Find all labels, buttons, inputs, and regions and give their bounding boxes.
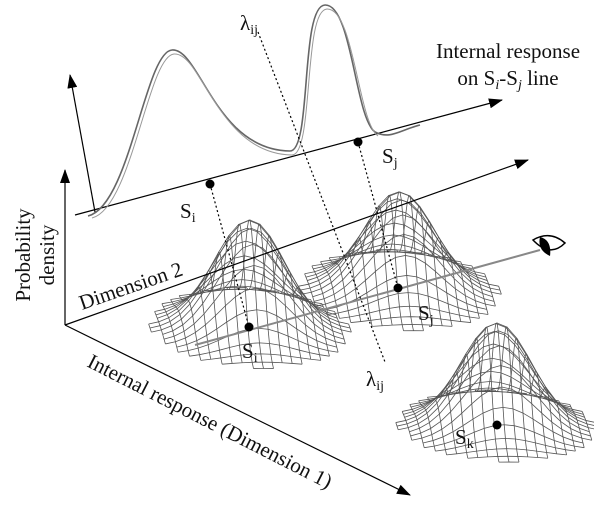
dimension2-label: Dimension 2 — [76, 257, 186, 315]
diagram: λij Internal response on Si-Sj line Sj S… — [0, 0, 594, 519]
upper-density-axis — [70, 75, 95, 212]
si-point — [206, 180, 215, 189]
dimension1-axis — [65, 325, 410, 495]
mesh-line — [162, 304, 178, 353]
lambda-label: λij — [366, 367, 384, 394]
mesh-line — [403, 344, 583, 414]
si-mean — [245, 323, 254, 332]
mesh-line — [179, 296, 201, 361]
dimension1-label: Internal response (Dimension 1) — [84, 349, 337, 494]
sk-mean — [493, 421, 502, 430]
mesh-line — [218, 236, 242, 363]
sj-label: Sj — [418, 301, 434, 328]
sj-label: Sj — [382, 144, 398, 171]
mesh-line — [314, 234, 494, 301]
sj-point — [354, 138, 363, 147]
response-line-label: on Si-Sj line — [457, 66, 558, 93]
response-line-label: Internal response — [436, 39, 580, 63]
distribution-curves-shadow — [92, 9, 378, 218]
dimension2-axis — [65, 160, 528, 325]
mesh-line — [315, 255, 495, 306]
probability-label: Probabilitydensity — [11, 208, 59, 302]
si-label: Si — [180, 199, 196, 226]
sj-mean — [394, 284, 403, 293]
mesh-line — [485, 274, 496, 306]
sk-label: Sk — [455, 425, 474, 452]
eye-icon — [533, 236, 565, 256]
mesh-line — [155, 312, 166, 344]
mesh-line — [495, 327, 519, 462]
lambda-label: λij — [240, 11, 258, 38]
mesh-line — [397, 323, 594, 426]
